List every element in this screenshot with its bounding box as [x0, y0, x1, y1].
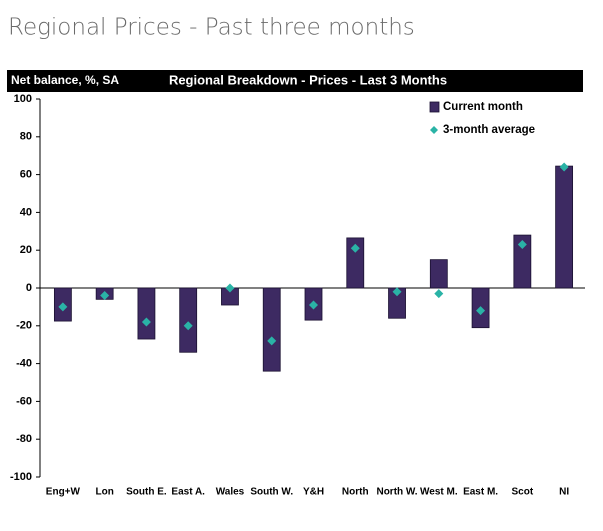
x-tick-label: South W.	[250, 487, 293, 498]
diamond-marker	[350, 243, 360, 253]
diamond-marker	[559, 162, 569, 172]
legend-label: 3-month average	[443, 124, 535, 136]
y-tick-label: 80	[20, 131, 32, 143]
bar	[262, 287, 281, 372]
chart-title: Regional Breakdown - Prices - Last 3 Mon…	[169, 72, 447, 87]
diamond-marker	[225, 283, 235, 293]
y-tick-label: -20	[16, 320, 32, 332]
diamond-marker	[183, 321, 193, 331]
x-tick-label: Lon	[95, 487, 113, 498]
bar	[555, 165, 574, 289]
page-title: Regional Prices - Past three months	[8, 15, 415, 41]
bar	[137, 287, 156, 340]
bar	[179, 287, 198, 353]
y-tick-label: 60	[20, 169, 32, 181]
y-tick-label: 100	[14, 93, 32, 105]
y-tick-label: 40	[20, 206, 32, 218]
y-axis-label: Net balance, %, SA	[11, 73, 119, 87]
diamond-marker	[517, 240, 527, 250]
y-tick-label: 0	[26, 282, 32, 294]
diamond-marker	[100, 291, 110, 301]
x-tick-label: North	[342, 487, 369, 498]
x-tick-label: South E.	[126, 487, 167, 498]
legend-swatch	[429, 101, 440, 113]
legend-swatch	[430, 126, 438, 134]
diamond-marker	[434, 289, 444, 299]
y-tick-label: -80	[16, 433, 32, 445]
x-tick-label: NI	[559, 487, 569, 498]
diamond-marker	[392, 287, 402, 297]
bar	[513, 234, 532, 289]
x-tick-label: Wales	[216, 487, 245, 498]
bar	[429, 259, 448, 289]
x-tick-label: Y&H	[303, 487, 324, 498]
diamond-marker	[58, 302, 68, 312]
x-tick-label: West M.	[420, 487, 458, 498]
x-tick-label: North W.	[376, 487, 417, 498]
bar	[346, 237, 365, 289]
diamond-marker	[476, 306, 486, 316]
y-tick-label: -100	[10, 471, 32, 483]
y-tick-label: 20	[20, 244, 32, 256]
x-tick-label: East M.	[463, 487, 498, 498]
diamond-marker	[309, 300, 318, 310]
x-tick-label: Eng+W	[46, 487, 81, 498]
y-tick-label: -60	[16, 395, 32, 407]
diamond-marker	[141, 317, 151, 327]
header-bar	[7, 70, 583, 92]
y-tick-label: -40	[16, 358, 32, 370]
x-tick-label: Scot	[512, 487, 534, 498]
legend-label: Current month	[443, 101, 523, 113]
x-tick-label: East A.	[171, 487, 205, 498]
diamond-marker	[267, 336, 277, 346]
